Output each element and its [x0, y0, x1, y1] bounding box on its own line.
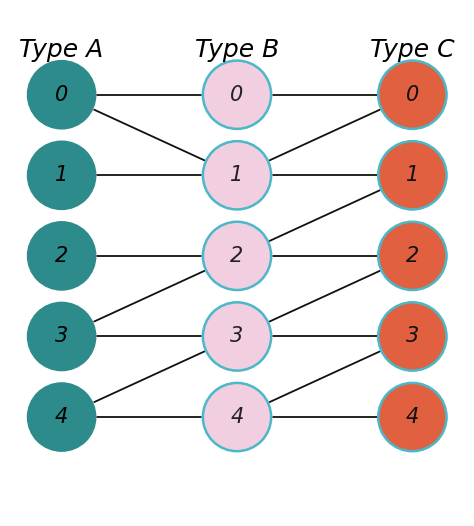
Text: Type B: Type B — [195, 38, 279, 62]
Circle shape — [27, 60, 96, 129]
Circle shape — [27, 222, 96, 290]
Circle shape — [203, 302, 271, 371]
Text: 2: 2 — [406, 246, 419, 266]
Text: 4: 4 — [55, 407, 68, 427]
Text: 4: 4 — [230, 407, 244, 427]
Text: 0: 0 — [55, 85, 68, 105]
Text: 2: 2 — [55, 246, 68, 266]
Text: 1: 1 — [406, 165, 419, 185]
Text: 2: 2 — [230, 246, 244, 266]
Circle shape — [203, 60, 271, 129]
Text: 1: 1 — [55, 165, 68, 185]
Text: 4: 4 — [406, 407, 419, 427]
Text: 3: 3 — [406, 327, 419, 347]
Circle shape — [27, 141, 96, 209]
Circle shape — [378, 141, 447, 209]
Text: 0: 0 — [406, 85, 419, 105]
Circle shape — [378, 383, 447, 451]
Circle shape — [203, 141, 271, 209]
Circle shape — [203, 222, 271, 290]
Circle shape — [378, 302, 447, 371]
Circle shape — [203, 383, 271, 451]
Text: Type A: Type A — [19, 38, 104, 62]
Text: 3: 3 — [55, 327, 68, 347]
Text: 0: 0 — [230, 85, 244, 105]
Text: Type C: Type C — [370, 38, 455, 62]
Text: 3: 3 — [230, 327, 244, 347]
Circle shape — [27, 383, 96, 451]
Text: 1: 1 — [230, 165, 244, 185]
Circle shape — [27, 302, 96, 371]
Circle shape — [378, 222, 447, 290]
Circle shape — [378, 60, 447, 129]
